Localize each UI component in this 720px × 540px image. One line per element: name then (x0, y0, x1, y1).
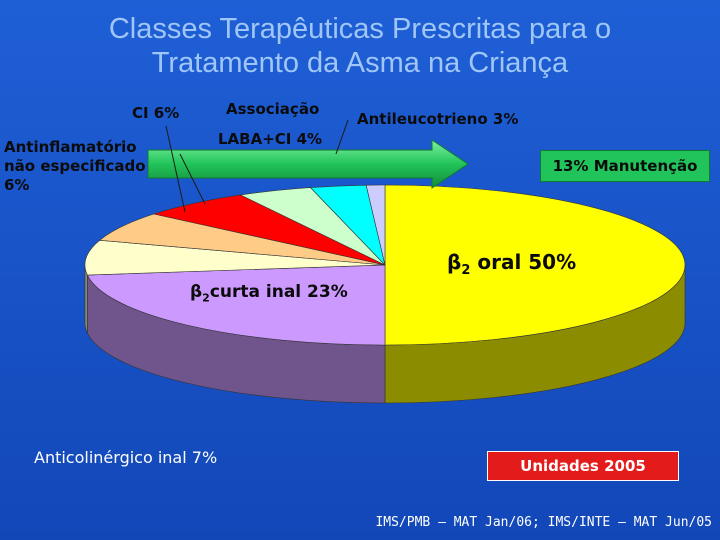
units-badge: Unidades 2005 (487, 451, 679, 481)
label-antinflamatorio-line3: 6% (4, 176, 30, 194)
pie-slice-2 (84, 239, 386, 276)
label-antileucotrieno: Antileucotrieno 3% (357, 110, 519, 128)
b2-oral-text: oral 50% (470, 250, 577, 274)
b2-curta-text: curta inal 23% (209, 282, 348, 302)
maintenance-arrow (147, 139, 469, 189)
pie-slice-1 (86, 264, 386, 346)
label-b2-oral: β2 oral 50% (447, 250, 576, 278)
beta-subscript: 2 (202, 291, 210, 305)
maintenance-label: 13% Manutenção (540, 150, 710, 182)
label-associacao: Associação (226, 100, 320, 118)
title-line-2: Tratamento da Asma na Criança (151, 47, 569, 79)
pie-slice-0 (384, 184, 686, 346)
label-antinflamatorio-line1: Antinflamatório (4, 138, 137, 156)
pie-slice-7 (365, 184, 386, 266)
beta-subscript: 2 (461, 263, 471, 278)
pie-slice-side-2 (84, 264, 88, 334)
label-ci: CI 6% (132, 104, 180, 122)
beta-symbol: β (447, 250, 462, 274)
pie-tops (84, 184, 686, 346)
chart-title: Classes Terapêuticas Prescritas para o T… (0, 12, 720, 80)
leader-line-ci (165, 125, 186, 213)
label-antinflamatorio-line2: não especificado (4, 157, 146, 175)
label-b2-curta: β2curta inal 23% (190, 282, 348, 304)
label-antinflamatorio: Antinflamatório não especificado 6% (4, 138, 146, 195)
source-note: IMS/PMB – MAT Jan/06; IMS/INTE – MAT Jun… (375, 515, 712, 530)
label-anticolinergico: Anticolinérgico inal 7% (34, 448, 218, 467)
label-laba-ci: LABA+CI 4% (218, 130, 323, 148)
beta-symbol: β (190, 282, 203, 302)
title-line-1: Classes Terapêuticas Prescritas para o (108, 13, 612, 45)
leader-line-assoc (179, 153, 206, 205)
leader-line-antileuco (335, 119, 349, 155)
